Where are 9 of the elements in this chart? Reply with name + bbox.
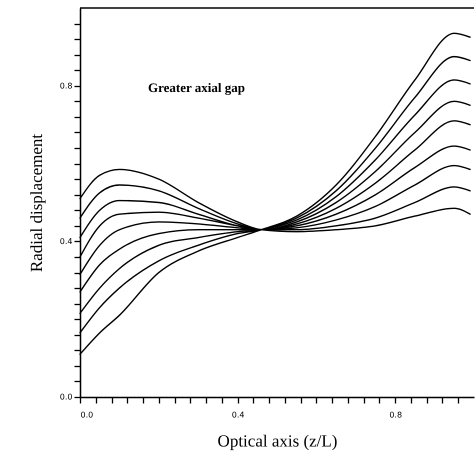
annotation: Greater axial gap	[148, 80, 246, 95]
x-tick-label: 0.8	[389, 410, 402, 420]
y-tick-label: 0.0	[60, 392, 72, 402]
y-axis-title: Radial displacement	[26, 134, 46, 272]
x-tick-label: 0.4	[232, 410, 244, 420]
y-tick-label: 0.4	[60, 236, 72, 246]
x-axis-title: Optical axis (z/L)	[218, 432, 338, 450]
x-tick-label: 0.0	[80, 410, 94, 420]
y-tick-label: 0.8	[60, 81, 72, 90]
